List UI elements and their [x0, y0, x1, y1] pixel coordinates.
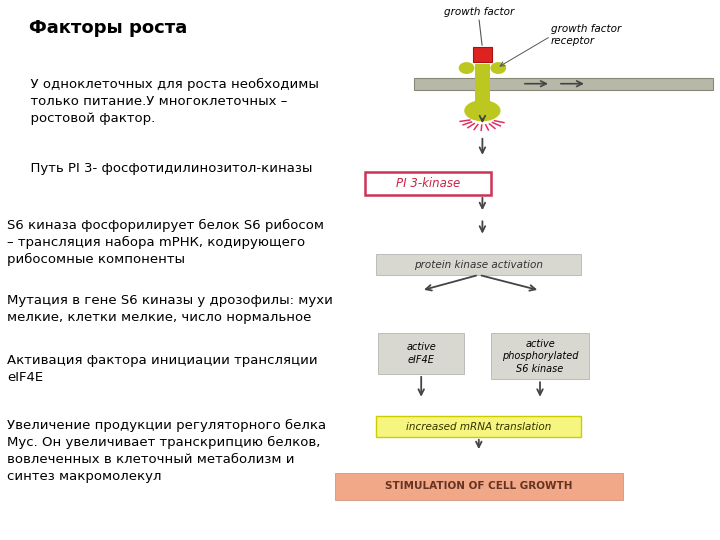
- Text: active
phosphorylated
S6 kinase: active phosphorylated S6 kinase: [502, 339, 578, 374]
- FancyBboxPatch shape: [366, 172, 492, 195]
- FancyBboxPatch shape: [491, 333, 589, 379]
- Text: STIMULATION OF CELL GROWTH: STIMULATION OF CELL GROWTH: [385, 481, 572, 491]
- Text: Путь PI 3- фосфотидилинозитол-киназы: Путь PI 3- фосфотидилинозитол-киназы: [22, 162, 312, 175]
- Text: Активация фактора инициации трансляции
eIF4E: Активация фактора инициации трансляции e…: [7, 354, 318, 384]
- Ellipse shape: [490, 62, 506, 74]
- FancyBboxPatch shape: [473, 47, 492, 62]
- Text: increased mRNA translation: increased mRNA translation: [406, 422, 552, 431]
- Text: PI 3-kinase: PI 3-kinase: [396, 177, 461, 190]
- Bar: [475, 64, 490, 90]
- Text: growth factor
receptor: growth factor receptor: [551, 24, 621, 46]
- FancyBboxPatch shape: [377, 416, 582, 437]
- Text: Мутация в гене S6 киназы у дрозофилы: мухи
мелкие, клетки мелкие, число нормальн: Мутация в гене S6 киназы у дрозофилы: му…: [7, 294, 333, 325]
- Ellipse shape: [464, 100, 500, 122]
- FancyBboxPatch shape: [378, 333, 464, 374]
- Text: S6 киназа фосфорилирует белок S6 рибосом
– трансляция набора mРНК, кодирующего
р: S6 киназа фосфорилирует белок S6 рибосом…: [7, 219, 324, 266]
- Text: У одноклеточных для роста необходимы
  только питание.У многоклеточных –
  росто: У одноклеточных для роста необходимы тол…: [22, 78, 318, 125]
- Ellipse shape: [459, 62, 474, 74]
- Text: Факторы роста: Факторы роста: [29, 19, 187, 37]
- Bar: [414, 78, 713, 90]
- Text: Увеличение продукции регуляторного белка
Мус. Он увеличивает транскрипцию белков: Увеличение продукции регуляторного белка…: [7, 418, 326, 483]
- FancyBboxPatch shape: [377, 254, 582, 275]
- FancyBboxPatch shape: [335, 472, 623, 500]
- Text: growth factor: growth factor: [444, 7, 514, 17]
- Text: protein kinase activation: protein kinase activation: [414, 260, 544, 269]
- Bar: [475, 90, 490, 103]
- Text: active
eIF4E: active eIF4E: [406, 342, 436, 365]
